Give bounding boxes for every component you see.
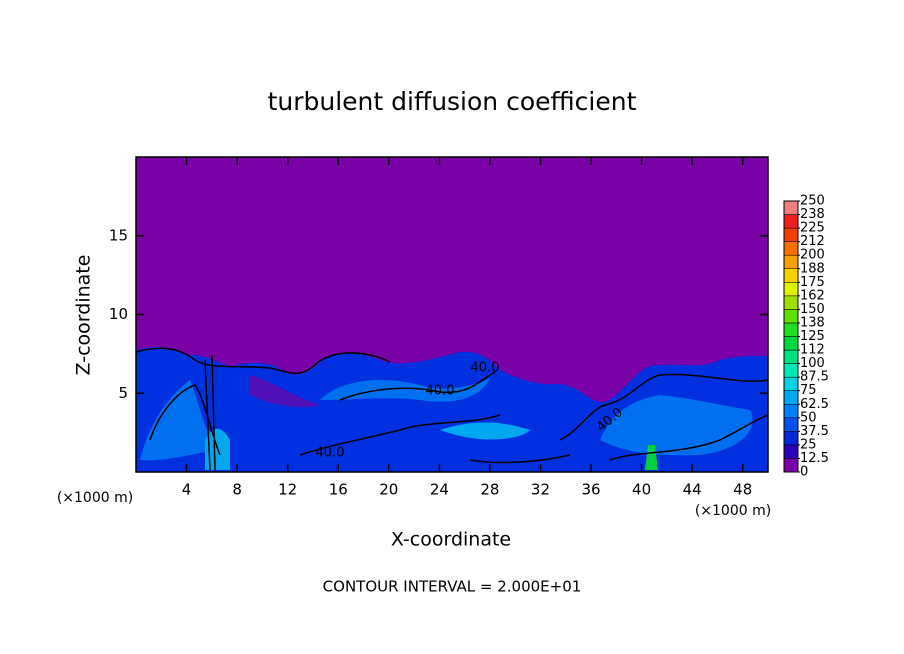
- colorbar-swatch: [783, 309, 799, 324]
- colorbar-label: 162: [800, 288, 825, 303]
- colorbar-label: 75: [800, 383, 817, 398]
- contour-label: 40.0: [471, 361, 500, 376]
- colorbar-swatch: [783, 254, 799, 269]
- colorbar-label: 212: [800, 234, 825, 249]
- colorbar-label: 112: [800, 343, 825, 358]
- colorbar-swatch: [783, 444, 799, 459]
- colorbar-swatch: [783, 417, 799, 432]
- x-tick-label: 40: [632, 481, 651, 499]
- contour-label: 40.0: [426, 384, 455, 399]
- x-unit-label: (×1000 m): [695, 503, 771, 519]
- y-axis-label: Z-coordinate: [73, 255, 95, 376]
- footer-note: CONTOUR INTERVAL = 2.000E+01: [323, 578, 582, 596]
- colorbar-swatch: [783, 404, 799, 419]
- colorbar-label: 0: [800, 465, 808, 480]
- colorbar-label: 37.5: [800, 424, 829, 439]
- colorbar-label: 12.5: [800, 451, 829, 466]
- colorbar-swatch: [783, 458, 799, 473]
- chart-title: turbulent diffusion coefficient: [268, 87, 637, 116]
- x-tick-label: 16: [329, 481, 348, 499]
- colorbar-label: 225: [800, 221, 825, 236]
- x-tick-label: 32: [531, 481, 550, 499]
- colorbar-swatch: [783, 376, 799, 391]
- x-tick-label: 12: [278, 481, 297, 499]
- colorbar-swatch: [783, 214, 799, 229]
- colorbar-swatch: [783, 268, 799, 283]
- x-axis-label: X-coordinate: [391, 529, 511, 551]
- x-tick-label: 4: [182, 481, 192, 499]
- x-unit-label: (×1000 m): [57, 490, 133, 506]
- colorbar-label: 200: [800, 248, 825, 263]
- colorbar-label: 138: [800, 315, 825, 330]
- x-tick-label: 28: [480, 481, 499, 499]
- colorbar-label: 150: [800, 302, 825, 317]
- colorbar-swatch: [783, 363, 799, 378]
- colorbar-label: 238: [800, 207, 825, 222]
- colorbar-swatch: [783, 295, 799, 310]
- y-tick-label: 10: [109, 305, 128, 323]
- colorbar-label: 25: [800, 437, 817, 452]
- colorbar-label: 125: [800, 329, 825, 344]
- colorbar-label: 175: [800, 275, 825, 290]
- colorbar-label: 87.5: [800, 370, 829, 385]
- colorbar-label: 50: [800, 410, 817, 425]
- x-tick-label: 48: [733, 481, 752, 499]
- colorbar-swatch: [783, 200, 799, 215]
- x-tick-label: 24: [430, 481, 449, 499]
- colorbar-swatch: [783, 227, 799, 242]
- colorbar-label: 250: [800, 194, 825, 209]
- x-tick-label: 44: [683, 481, 702, 499]
- y-tick-label: 5: [118, 384, 128, 402]
- colorbar-label: 100: [800, 356, 825, 371]
- colorbar-label: 188: [800, 261, 825, 276]
- colorbar-swatch: [783, 282, 799, 297]
- colorbar-swatch: [783, 322, 799, 337]
- field: [135, 157, 769, 472]
- colorbar-swatch: [783, 431, 799, 446]
- contour-label: 40.0: [316, 446, 345, 461]
- x-tick-label: 20: [379, 481, 398, 499]
- colorbar-label: 62.5: [800, 397, 829, 412]
- colorbar-swatch: [783, 390, 799, 405]
- x-tick-label: 8: [232, 481, 242, 499]
- colorbar-swatch: [783, 336, 799, 351]
- y-tick-label: 15: [109, 226, 128, 244]
- x-tick-label: 36: [581, 481, 600, 499]
- colorbar-swatch: [783, 349, 799, 364]
- colorbar-swatch: [783, 241, 799, 256]
